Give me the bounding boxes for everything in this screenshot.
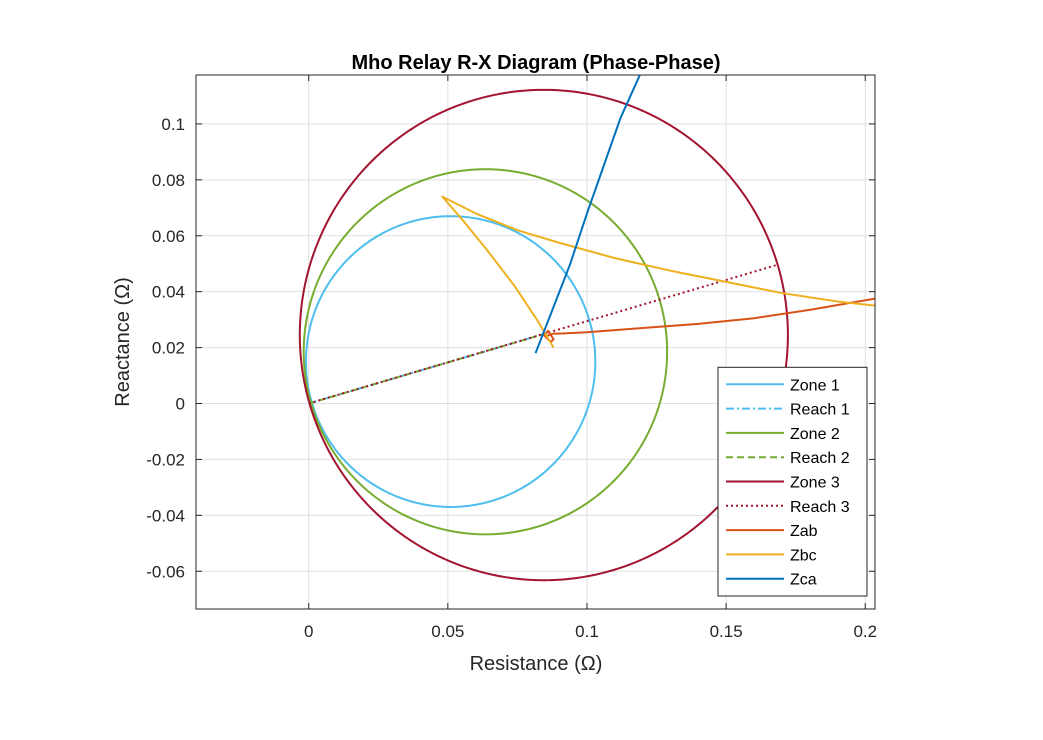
x-tick-label: 0.15 <box>710 622 743 641</box>
series-zca <box>534 75 641 354</box>
legend-label-zone-3: Zone 3 <box>790 475 840 492</box>
y-tick-label: 0.02 <box>152 339 185 358</box>
legend-label-reach-3: Reach 3 <box>790 499 850 516</box>
y-tick-label: 0.1 <box>161 115 185 134</box>
series-layer <box>298 75 875 582</box>
legend-label-zab: Zab <box>790 523 818 540</box>
series-reach-2 <box>308 332 546 405</box>
chart-title: Mho Relay R-X Diagram (Phase-Phase) <box>352 52 721 74</box>
y-tick-label: -0.06 <box>146 562 185 581</box>
tick-layer: 0 0.05 0.1 0.15 0.2 -0.06 -0.04 -0.02 0 0.02 0.04 0… <box>146 75 877 641</box>
y-tick-label: -0.04 <box>146 506 185 525</box>
x-tick-label: 0.1 <box>575 622 599 641</box>
y-tick-label: 0.08 <box>152 171 185 190</box>
x-tick-label: 0 <box>304 622 313 641</box>
legend-label-reach-2: Reach 2 <box>790 450 850 467</box>
series-zone-3 <box>298 88 789 582</box>
series-zbc <box>441 195 875 349</box>
y-tick-label: 0.04 <box>152 283 185 302</box>
y-axis-label: Reactance (Ω) <box>112 277 134 406</box>
y-tick-label: 0.06 <box>152 227 185 246</box>
series-zone-2 <box>302 168 669 536</box>
legend: Zone 1 Reach 1 Zone 2 Reach 2 Zone 3 Reach 3 Z… <box>717 366 868 597</box>
legend-label-zone-1: Zone 1 <box>790 377 840 394</box>
legend-label-zbc: Zbc <box>790 547 817 564</box>
x-tick-label: 0.2 <box>853 622 877 641</box>
legend-items: Zone 1 Reach 1 Zone 2 Reach 2 Zone 3 Reach 3 Z… <box>726 377 850 589</box>
x-axis-label: Resistance (Ω) <box>470 653 603 675</box>
legend-label-reach-1: Reach 1 <box>790 402 850 419</box>
legend-label-zca: Zca <box>790 572 817 589</box>
y-tick-label: 0 <box>176 395 185 414</box>
series-zone-1 <box>304 215 597 508</box>
legend-label-zone-2: Zone 2 <box>790 426 840 443</box>
series-reach-3 <box>308 264 777 405</box>
y-tick-label: -0.02 <box>146 450 185 469</box>
plot-frame <box>195 74 876 610</box>
series-zab <box>543 297 875 343</box>
x-tick-label: 0.05 <box>431 622 464 641</box>
